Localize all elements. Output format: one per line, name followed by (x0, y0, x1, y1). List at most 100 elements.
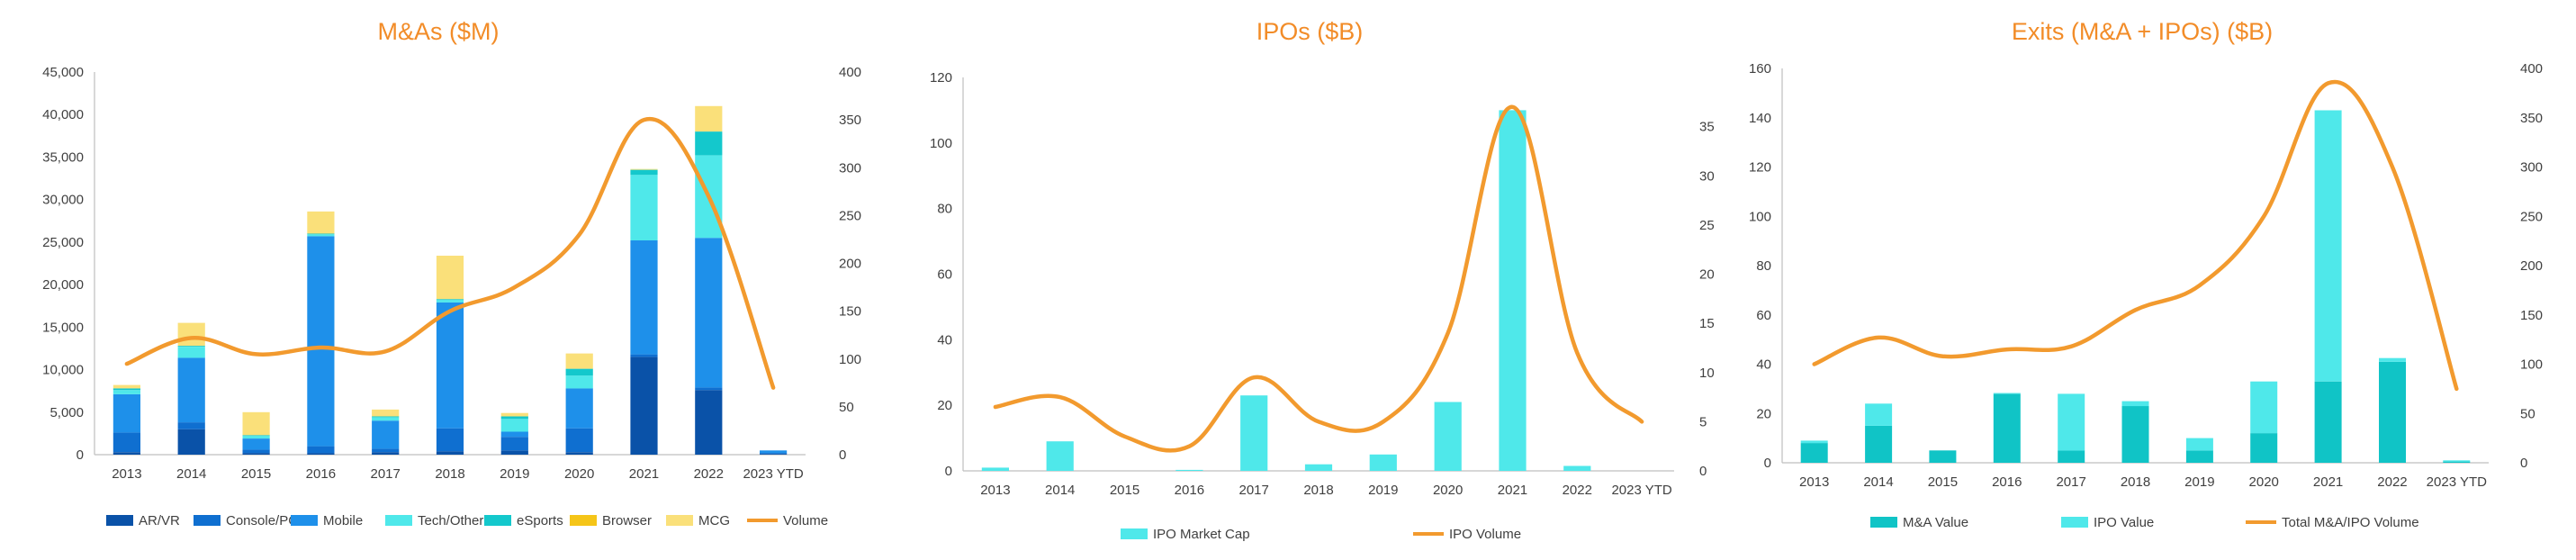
legend-label: MCG (698, 513, 730, 528)
bar-ar-vr (630, 357, 658, 455)
y2-tick-label: 400 (2520, 61, 2543, 77)
y2-tick-label: 25 (1699, 218, 1715, 233)
bar-m-a-value (2443, 461, 2471, 463)
legend-swatch (2061, 517, 2088, 528)
bar-mcg (113, 384, 140, 389)
bar-mcg (242, 411, 270, 436)
legend-item-mcg: MCG (666, 513, 730, 528)
y-tick-label: 160 (1749, 61, 1771, 77)
y-tick-label: 60 (1756, 308, 1771, 323)
bar-ar-vr (695, 390, 723, 455)
y-tick-label: 100 (1749, 209, 1771, 224)
bar-console-pc (307, 446, 335, 454)
bar-ar-vr (500, 450, 528, 455)
y2-tick-label: 150 (2520, 308, 2543, 323)
line-volume (124, 116, 776, 390)
x-tick-label: 2018 (435, 466, 464, 482)
legend-label: Browser (602, 513, 652, 528)
line-total-m-a-ipo-volume (1812, 79, 2459, 392)
bar-mcg (500, 412, 528, 417)
y-tick-label: 5,000 (50, 405, 84, 420)
bar-mobile (565, 388, 593, 429)
chart-title: Exits (M&A + IPOs) ($B) (2012, 18, 2273, 45)
x-tick-label: 2020 (1433, 483, 1463, 498)
x-tick-label: 2022 (694, 466, 724, 482)
y-tick-label: 35,000 (42, 149, 84, 165)
y-tick-label: 100 (930, 136, 952, 151)
x-tick-label: 2013 (1799, 474, 1829, 490)
bar-mobile (436, 302, 464, 429)
bar-tech-other (565, 375, 593, 389)
bar-m-a-value (2121, 406, 2149, 463)
legend-item-ipo-market-cap: IPO Market Cap (1121, 527, 1250, 542)
y2-tick-label: 0 (1699, 464, 1707, 479)
x-tick-label: 2020 (564, 466, 594, 482)
y2-tick-label: 300 (839, 160, 861, 176)
bar-mcg (372, 409, 400, 417)
legend-swatch (666, 515, 693, 526)
bar-console-pc (436, 428, 464, 452)
bar-esports (307, 233, 335, 235)
bar-console-pc (242, 449, 270, 454)
legend-label: Console/PC (226, 513, 298, 528)
x-tick-label: 2016 (306, 466, 336, 482)
bar-esports (242, 435, 270, 437)
bar-mobile (372, 420, 400, 449)
x-tick-label: 2019 (500, 466, 529, 482)
legend-item-esports: eSports (484, 513, 563, 528)
legend-label: IPO Volume (1449, 527, 1521, 542)
x-tick-label: 2021 (629, 466, 659, 482)
y2-tick-label: 35 (1699, 120, 1715, 135)
bar-mobile (630, 240, 658, 355)
legend-label: M&A Value (1903, 515, 1968, 530)
bar-mobile (177, 357, 205, 423)
x-tick-label: 2015 (1928, 474, 1958, 490)
y2-tick-label: 300 (2520, 160, 2543, 176)
bar-ar-vr (242, 453, 270, 455)
y2-tick-label: 5 (1699, 414, 1707, 429)
y-tick-label: 40,000 (42, 107, 84, 122)
bar-ar-vr (565, 452, 593, 455)
x-tick-label: 2023 YTD (743, 466, 803, 482)
legend-item-m-a-value: M&A Value (1870, 515, 1968, 530)
y-tick-label: 120 (930, 70, 952, 86)
x-tick-label: 2016 (1992, 474, 2022, 490)
bar-ar-vr (177, 429, 205, 455)
y-tick-label: 120 (1749, 160, 1771, 176)
bar-ipo-value (2250, 381, 2278, 434)
x-tick-label: 2015 (1110, 483, 1139, 498)
chart-panel-2: IPOs ($B) 0 20 40 60 80 100 120 0 5 10 15 20 25 30 35 20… (930, 18, 1715, 542)
bar-mobile (242, 438, 270, 450)
bar-mcg (565, 353, 593, 369)
bar-esports (113, 388, 140, 391)
y2-tick-label: 400 (839, 65, 861, 80)
legend-swatch (106, 515, 133, 526)
y2-tick-label: 100 (839, 352, 861, 367)
y-tick-label: 80 (1756, 258, 1771, 274)
y-tick-label: 20 (937, 398, 952, 413)
bar-ipo-value (1800, 440, 1828, 444)
bar-mcg (307, 211, 335, 234)
legend-item-ar-vr: AR/VR (106, 513, 180, 528)
legend-item-total-m-a-ipo-volume: Total M&A/IPO Volume (2246, 515, 2419, 530)
chart-title: M&As ($M) (378, 18, 500, 45)
bar-tech-other (500, 419, 528, 432)
x-tick-label: 2014 (176, 466, 206, 482)
x-tick-label: 2021 (1498, 483, 1527, 498)
bar-console-pc (760, 453, 788, 454)
bar-esports (630, 169, 658, 176)
bar-ipo-value (1993, 393, 2021, 394)
bar-mcg (630, 168, 658, 170)
bar-m-a-value (2058, 450, 2085, 463)
y2-tick-label: 0 (2520, 456, 2527, 471)
y2-tick-label: 250 (2520, 209, 2543, 224)
legend-label: IPO Market Cap (1153, 527, 1250, 542)
bar-m-a-value (1800, 443, 1828, 463)
bar-esports (177, 346, 205, 347)
bar-tech-other (372, 417, 400, 421)
bar-ipo-value (2185, 438, 2213, 451)
x-tick-label: 2014 (1045, 483, 1075, 498)
legend-label: eSports (517, 513, 563, 528)
y2-tick-label: 15 (1699, 316, 1715, 331)
bar-ipo-value (2379, 357, 2406, 362)
